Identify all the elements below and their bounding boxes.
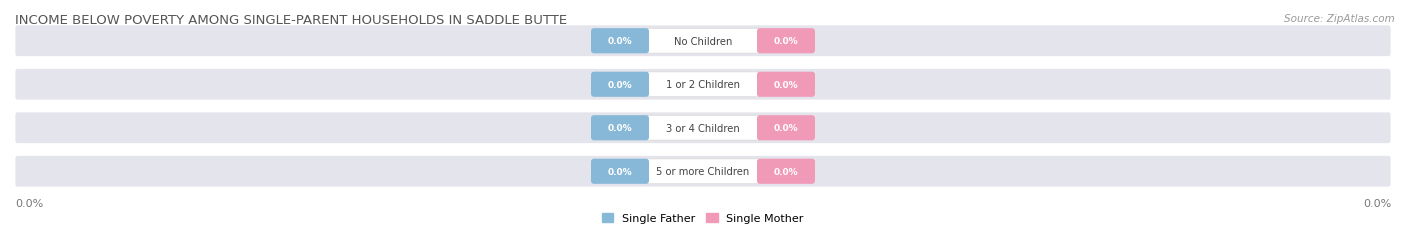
Text: Source: ZipAtlas.com: Source: ZipAtlas.com	[1284, 14, 1395, 24]
FancyBboxPatch shape	[591, 29, 650, 54]
Text: INCOME BELOW POVERTY AMONG SINGLE-PARENT HOUSEHOLDS IN SADDLE BUTTE: INCOME BELOW POVERTY AMONG SINGLE-PARENT…	[15, 14, 567, 27]
Legend: Single Father, Single Mother: Single Father, Single Mother	[602, 213, 804, 223]
FancyBboxPatch shape	[14, 68, 1392, 102]
Text: 0.0%: 0.0%	[773, 37, 799, 46]
FancyBboxPatch shape	[591, 116, 650, 141]
FancyBboxPatch shape	[645, 29, 761, 54]
Text: 5 or more Children: 5 or more Children	[657, 167, 749, 176]
FancyBboxPatch shape	[14, 155, 1392, 188]
FancyBboxPatch shape	[756, 159, 815, 184]
FancyBboxPatch shape	[756, 72, 815, 97]
Text: 0.0%: 0.0%	[1362, 198, 1391, 208]
Text: 0.0%: 0.0%	[773, 80, 799, 89]
FancyBboxPatch shape	[645, 73, 761, 97]
Text: 0.0%: 0.0%	[773, 124, 799, 133]
Text: 0.0%: 0.0%	[15, 198, 44, 208]
Text: 3 or 4 Children: 3 or 4 Children	[666, 123, 740, 133]
FancyBboxPatch shape	[591, 159, 650, 184]
Text: 0.0%: 0.0%	[607, 124, 633, 133]
Text: 0.0%: 0.0%	[607, 167, 633, 176]
FancyBboxPatch shape	[756, 29, 815, 54]
Text: 0.0%: 0.0%	[607, 80, 633, 89]
FancyBboxPatch shape	[645, 159, 761, 184]
FancyBboxPatch shape	[756, 116, 815, 141]
FancyBboxPatch shape	[645, 116, 761, 141]
Text: No Children: No Children	[673, 36, 733, 47]
Text: 0.0%: 0.0%	[773, 167, 799, 176]
FancyBboxPatch shape	[14, 25, 1392, 58]
Text: 0.0%: 0.0%	[607, 37, 633, 46]
FancyBboxPatch shape	[591, 72, 650, 97]
Text: 1 or 2 Children: 1 or 2 Children	[666, 80, 740, 90]
FancyBboxPatch shape	[14, 112, 1392, 145]
